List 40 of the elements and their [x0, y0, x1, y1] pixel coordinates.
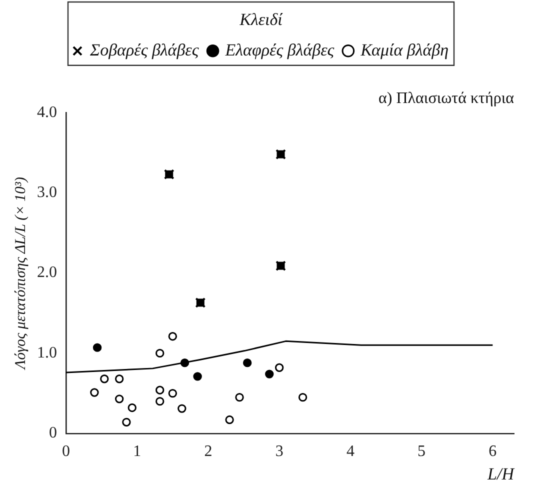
x-tick-label: 4 [346, 443, 354, 460]
point [168, 388, 178, 398]
point [100, 374, 109, 384]
point [114, 374, 124, 384]
x-tick-label: 6 [488, 443, 497, 460]
point [225, 415, 234, 424]
x-tick-label: 0 [62, 443, 70, 460]
point [193, 372, 202, 381]
x-tick-label: 5 [418, 443, 426, 460]
y-axis-title: Λόγος μετατόπισης ΔL/L (× 10³) [12, 177, 29, 371]
legend-label: Καμία βλάβη [360, 40, 449, 60]
y-tick-label: 1.0 [37, 344, 57, 362]
point [298, 392, 308, 402]
chart-title: α) Πλαισιωτά κτήρια [378, 90, 515, 108]
point [92, 343, 102, 352]
x-axis-title: L/H [486, 464, 516, 484]
point [114, 394, 124, 404]
legend-label: Ελαφρές βλάβες [224, 40, 334, 60]
legend-title: Κλειδί [238, 10, 284, 29]
point [90, 388, 99, 397]
point [156, 386, 164, 394]
point [242, 358, 252, 368]
point [156, 348, 164, 358]
point [265, 370, 274, 378]
point [178, 404, 186, 413]
y-tick-label: 3.0 [37, 184, 57, 202]
x-tick-label: 2 [204, 443, 212, 460]
legend-label: Σοβαρές βλάβες [88, 40, 199, 60]
point [122, 418, 131, 427]
point [235, 392, 244, 402]
x-tick-label: 1 [133, 443, 142, 460]
point [180, 358, 190, 368]
y-tick-label: 0 [49, 424, 57, 442]
point [274, 363, 284, 372]
y-tick-label: 2.0 [37, 264, 57, 282]
point [168, 332, 178, 341]
y-tick-label: 4.0 [37, 104, 57, 121]
point [156, 396, 164, 406]
point [128, 403, 136, 412]
x-tick-label: 3 [275, 443, 284, 460]
